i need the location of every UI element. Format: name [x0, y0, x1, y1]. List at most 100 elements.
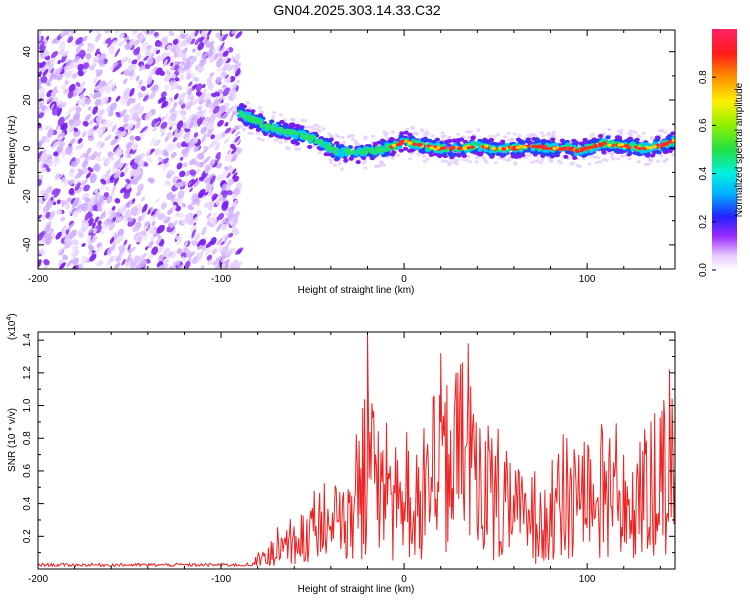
noise-speck	[116, 148, 123, 158]
noise-speck	[80, 53, 85, 60]
noise-speck	[121, 56, 128, 64]
noise-speck	[111, 205, 116, 211]
noise-speck	[69, 229, 77, 239]
noise-speck	[149, 206, 153, 212]
ridge-speck	[572, 141, 578, 146]
ridge-halo	[308, 125, 313, 129]
noise-speck	[152, 231, 157, 237]
noise-speck	[181, 147, 189, 155]
noise-speck	[87, 166, 94, 173]
noise-speck	[149, 177, 155, 184]
noise-speck	[220, 218, 227, 225]
ridge-speck	[398, 134, 404, 139]
noise-speck	[143, 225, 149, 231]
noise-speck	[221, 111, 230, 120]
noise-speck	[97, 220, 102, 226]
noise-speck	[209, 129, 214, 135]
noise-speck	[185, 119, 191, 125]
noise-speck	[169, 265, 175, 269]
ridge-halo	[315, 128, 320, 132]
noise-speck	[139, 126, 148, 134]
ridge-halo	[660, 128, 665, 133]
noise-speck	[230, 143, 236, 150]
noise-speck	[205, 240, 214, 248]
noise-speck	[45, 185, 53, 194]
noise-speck	[219, 41, 225, 51]
noise-speck	[226, 164, 233, 172]
noise-speck	[166, 44, 172, 50]
noise-speck	[235, 189, 241, 195]
noise-speck	[56, 107, 63, 117]
ridge-speck	[413, 145, 419, 150]
ridge-core	[439, 147, 444, 150]
ridge-halo	[594, 160, 599, 164]
noise-speck	[82, 256, 88, 265]
noise-speck	[208, 207, 213, 211]
noise-speck	[63, 179, 68, 188]
noise-speck	[169, 80, 175, 86]
noise-speck	[214, 255, 223, 263]
ridge-halo	[617, 129, 621, 134]
ridge-core	[598, 144, 603, 148]
noise-speck	[53, 188, 61, 198]
ridge-halo	[465, 130, 470, 134]
noise-speck	[115, 129, 122, 137]
snr-panel: -200 -100 0 100 0.2 0.4 0.6 0.8 1.0 1.2 1.4 Heigh…	[6, 313, 676, 595]
ridge-speck	[252, 116, 258, 121]
noise-speck	[44, 105, 50, 113]
noise-speck	[207, 259, 213, 265]
y-tick-label: 0	[22, 145, 33, 151]
noise-speck	[71, 246, 77, 251]
ridge-core	[522, 145, 527, 149]
ridge-speck	[403, 130, 409, 135]
ridge-halo	[481, 155, 486, 159]
ridge-halo	[550, 134, 555, 138]
noise-speck	[51, 73, 57, 79]
ridge-speck	[407, 148, 413, 153]
noise-speck	[95, 120, 101, 127]
ridge-halo	[255, 131, 260, 135]
noise-speck	[107, 151, 114, 158]
noise-speck	[176, 239, 183, 246]
noise-speck	[174, 128, 179, 133]
noise-speck	[157, 212, 165, 221]
noise-speck	[149, 137, 156, 146]
noise-speck	[55, 231, 62, 240]
ridge-speck	[409, 135, 415, 140]
noise-speck	[115, 234, 122, 243]
noise-speck	[143, 55, 149, 62]
ridge-halo	[361, 161, 366, 165]
ridge-halo	[633, 131, 638, 135]
noise-speck	[134, 255, 141, 263]
spectrogram-noise-region	[38, 30, 244, 269]
noise-speck	[43, 192, 50, 200]
ridge-halo	[425, 157, 430, 161]
noise-speck	[207, 200, 215, 209]
y-tick-label: 0.2	[22, 529, 33, 543]
colorbar-tick-label: 0.4	[698, 166, 709, 180]
noise-speck	[70, 160, 78, 168]
noise-speck	[84, 155, 90, 162]
ridge-speck	[447, 152, 453, 157]
noise-speck	[46, 221, 52, 228]
noise-speck	[231, 218, 238, 228]
noise-speck	[180, 115, 187, 122]
ridge-core	[407, 141, 413, 145]
ridge-speck	[335, 144, 341, 149]
noise-speck	[152, 127, 157, 132]
noise-speck	[105, 186, 110, 192]
noise-speck	[177, 128, 184, 138]
ridge-speck	[495, 152, 501, 156]
noise-speck	[126, 97, 133, 107]
ridge-core	[449, 146, 454, 150]
ridge-speck	[373, 150, 379, 154]
noise-speck	[58, 136, 63, 140]
ridge-halo	[503, 135, 507, 139]
noise-speck	[189, 169, 197, 176]
noise-speck	[222, 50, 229, 57]
noise-speck	[165, 142, 174, 150]
noise-speck	[170, 66, 175, 71]
ridge-halo	[512, 132, 517, 136]
noise-speck	[54, 68, 61, 75]
